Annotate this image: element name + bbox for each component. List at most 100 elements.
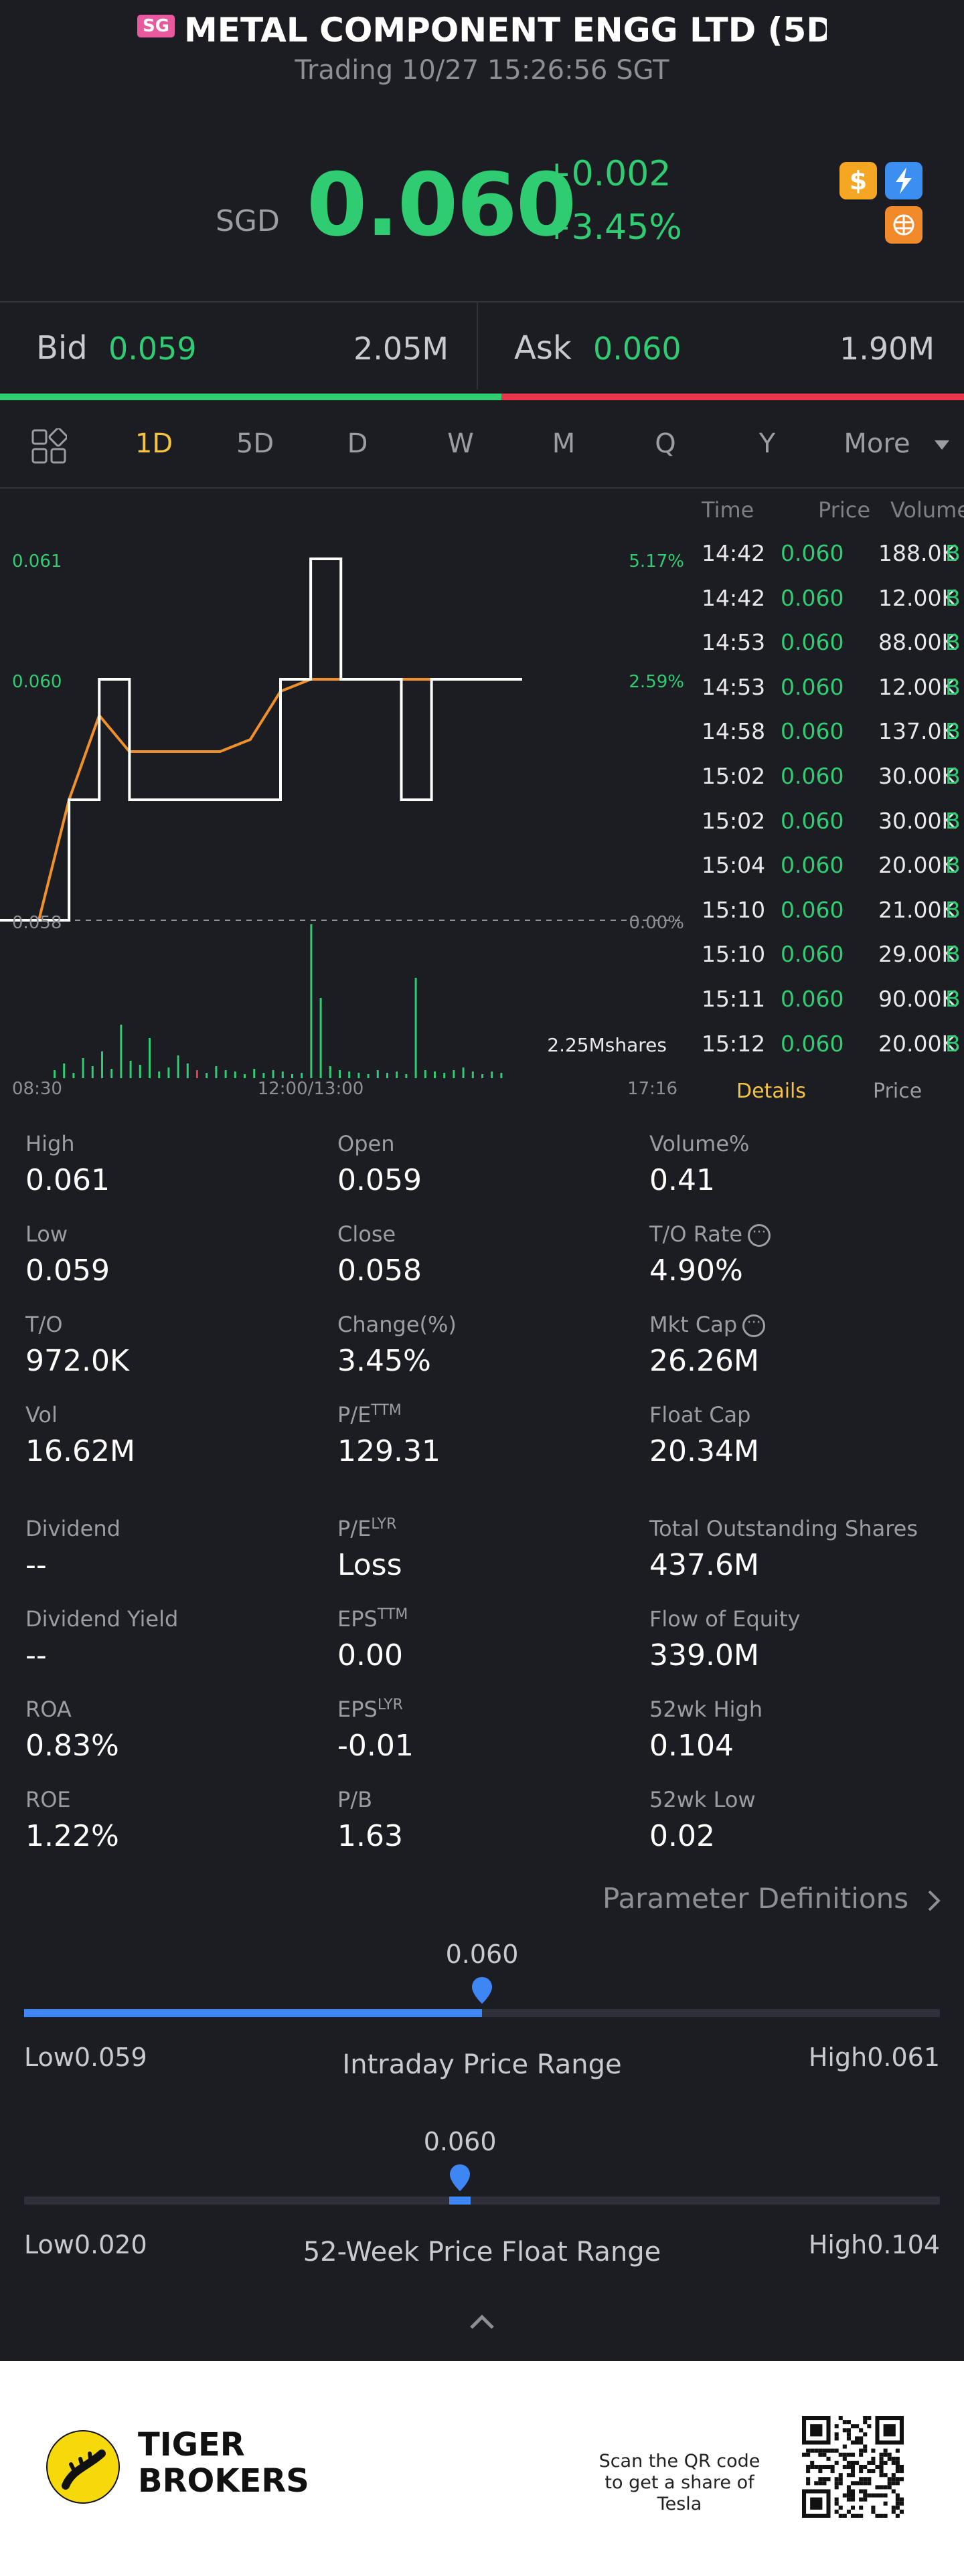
qr-module <box>891 2481 896 2486</box>
range-high-label: High <box>808 2230 868 2259</box>
qr-module <box>846 2473 851 2478</box>
qr-module <box>895 2469 900 2474</box>
chevron-down-icon[interactable] <box>933 439 951 451</box>
stat-to-rate: T/O Rate ··· 4.90% <box>649 1221 771 1288</box>
qr-module <box>838 2473 843 2478</box>
qr-module <box>838 2477 843 2482</box>
stat-sup: TTM <box>377 1606 408 1623</box>
volume-bar <box>253 1069 256 1078</box>
qr-module <box>863 2444 868 2449</box>
volume-bar <box>424 1070 426 1078</box>
lightning-icon[interactable] <box>885 162 922 199</box>
dollar-icon[interactable]: $ <box>839 162 877 199</box>
trade-side: B <box>945 807 961 834</box>
qr-module <box>859 2505 864 2510</box>
stat-value: 0.059 <box>25 1254 110 1288</box>
qr-module <box>875 2464 880 2470</box>
qr-module <box>859 2477 864 2482</box>
qr-module <box>899 2497 904 2502</box>
qr-module <box>850 2464 856 2470</box>
info-icon[interactable]: ··· <box>742 1314 766 1337</box>
qr-module <box>846 2436 851 2441</box>
qr-module <box>838 2416 843 2421</box>
range-low-label: Low <box>24 2230 74 2259</box>
qr-module <box>846 2493 851 2498</box>
tab-y[interactable]: Y <box>758 428 776 459</box>
trade-volume: 137.0K <box>878 718 957 745</box>
qr-module <box>810 2460 815 2465</box>
qr-module <box>855 2424 860 2429</box>
tab-5d[interactable]: 5D <box>236 428 274 459</box>
stat-label: Float Cap <box>649 1402 751 1428</box>
tab-m[interactable]: M <box>552 428 576 459</box>
stat-roe: ROE 1.22% <box>25 1787 119 1853</box>
volume-bar <box>462 1067 465 1078</box>
trade-price: 0.060 <box>781 896 844 923</box>
range-low-label: Low <box>24 2043 74 2072</box>
parameter-definitions-link[interactable]: Parameter Definitions <box>602 1882 943 1915</box>
qr-module <box>814 2448 819 2453</box>
qr-module <box>842 2452 847 2457</box>
qr-module <box>846 2509 851 2514</box>
volume-bar <box>72 1073 75 1078</box>
tab-1d[interactable]: 1D <box>135 428 173 459</box>
qr-module <box>838 2452 843 2457</box>
qr-module <box>822 2452 827 2457</box>
tab-more[interactable]: More <box>843 428 910 459</box>
intraday-range: 0.060 Low0.059 High0.061 Intraday Price … <box>0 1934 964 2108</box>
qr-code[interactable] <box>802 2416 904 2518</box>
y-axis-right-tick: 2.59% <box>629 672 684 692</box>
x-axis-tick: 12:00/13:00 <box>258 1079 364 1099</box>
volume-bar <box>129 1061 132 1078</box>
qr-module <box>871 2460 876 2465</box>
qr-module <box>863 2489 868 2494</box>
range-low-value: 0.059 <box>74 2043 147 2072</box>
range-marker-value: 0.060 <box>445 1940 519 1969</box>
stat-label: T/O Rate <box>649 1221 743 1247</box>
qr-module <box>850 2513 856 2518</box>
qr-module <box>867 2477 872 2482</box>
volume-bar <box>348 1071 351 1078</box>
bid-price: 0.059 <box>108 331 197 367</box>
trade-volume: 30.00K <box>878 763 957 789</box>
qr-module <box>826 2464 831 2470</box>
stat-value: 437.6M <box>649 1548 759 1582</box>
tab-w[interactable]: W <box>447 428 474 459</box>
trade-row: 15:02 0.060 30.00K B <box>696 808 964 852</box>
qr-module <box>867 2424 872 2429</box>
stat-label: 52wk Low <box>649 1787 756 1812</box>
qr-module <box>875 2493 880 2498</box>
stat-label: Flow of Equity <box>649 1606 801 1632</box>
header: SG METAL COMPONENT ENGG LTD (5D Trading 1… <box>0 0 964 100</box>
bid-ask-separator <box>477 303 478 390</box>
trade-price: 0.060 <box>781 763 844 789</box>
qr-module <box>895 2477 900 2482</box>
tab-q[interactable]: Q <box>655 428 676 459</box>
stat-label: Mkt Cap <box>649 1312 738 1337</box>
chevron-up-icon[interactable] <box>466 2308 498 2334</box>
qr-module <box>867 2481 872 2486</box>
intraday-chart[interactable]: 0.061 0.060 0.058 5.17% 2.59% 0.00% 08:30 12:00… <box>0 492 690 1108</box>
tab-details[interactable]: Details <box>736 1080 807 1103</box>
qr-module <box>899 2469 904 2474</box>
volume-bar <box>177 1055 179 1078</box>
volume-bar <box>149 1038 151 1078</box>
range-high-value: 0.061 <box>867 2043 940 2072</box>
volume-bar <box>281 1071 284 1078</box>
scan-text: Scan the QR code to get a share of Tesla <box>598 2451 760 2514</box>
trade-side: B <box>945 986 961 1012</box>
qr-module <box>863 2420 868 2425</box>
trade-time: 15:04 <box>702 852 766 879</box>
x-axis-tick: 08:30 <box>12 1079 62 1099</box>
volume-bar <box>110 1069 113 1078</box>
tab-price[interactable]: Price <box>873 1080 922 1103</box>
info-icon[interactable]: ··· <box>748 1224 771 1247</box>
tab-d[interactable]: D <box>347 428 368 459</box>
brain-icon[interactable] <box>885 206 922 244</box>
price-line-layer <box>0 557 522 922</box>
price-change: +0.002 <box>542 154 671 194</box>
grid-icon[interactable] <box>31 428 67 464</box>
volume-bar <box>63 1063 66 1078</box>
trade-price: 0.060 <box>781 629 844 656</box>
qr-module <box>879 2473 884 2478</box>
